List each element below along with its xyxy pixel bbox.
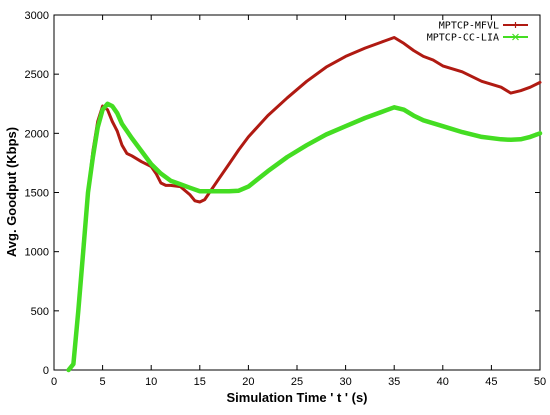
x-tick-label: 0 xyxy=(51,376,57,388)
x-tick-label: 5 xyxy=(100,376,106,388)
y-tick-label: 500 xyxy=(31,306,49,318)
y-tick-label: 1000 xyxy=(25,247,49,259)
x-axis-title: Simulation Time ' t ' (s) xyxy=(226,390,367,405)
x-tick-label: 35 xyxy=(388,376,400,388)
x-tick-label: 15 xyxy=(194,376,206,388)
x-tick-label: 20 xyxy=(242,376,254,388)
x-axis: 0 5 10 15 20 25 30 35 40 45 50 xyxy=(51,15,546,388)
legend-label: MPTCP-MFVL xyxy=(439,21,499,32)
y-tick-label: 1500 xyxy=(25,188,49,200)
y-tick-label: 2500 xyxy=(25,69,49,81)
legend-label: MPTCP-CC-LIA xyxy=(427,33,499,44)
series-line-mptcp-mfvl xyxy=(67,36,542,372)
y-tick-label: 2000 xyxy=(25,128,49,140)
plot-frame xyxy=(53,14,541,371)
y-axis-title: Avg. Goodput (Kbps) xyxy=(4,127,19,257)
x-tick-label: 40 xyxy=(437,376,449,388)
x-tick-label: 45 xyxy=(485,376,497,388)
legend-marker-plus xyxy=(512,22,519,28)
x-tick-label: 25 xyxy=(291,376,303,388)
legend-marker-cross xyxy=(512,33,519,41)
x-tick-label: 50 xyxy=(534,376,546,388)
x-tick-label: 10 xyxy=(145,376,157,388)
series-layer xyxy=(66,36,543,373)
series-line-mptcp-cc-lia xyxy=(66,101,543,373)
x-tick-label: 30 xyxy=(339,376,351,388)
y-axis: 0 500 1000 1500 2000 2500 3000 xyxy=(25,10,540,377)
y-tick-label: 3000 xyxy=(25,10,49,22)
y-tick-label: 0 xyxy=(43,365,49,377)
